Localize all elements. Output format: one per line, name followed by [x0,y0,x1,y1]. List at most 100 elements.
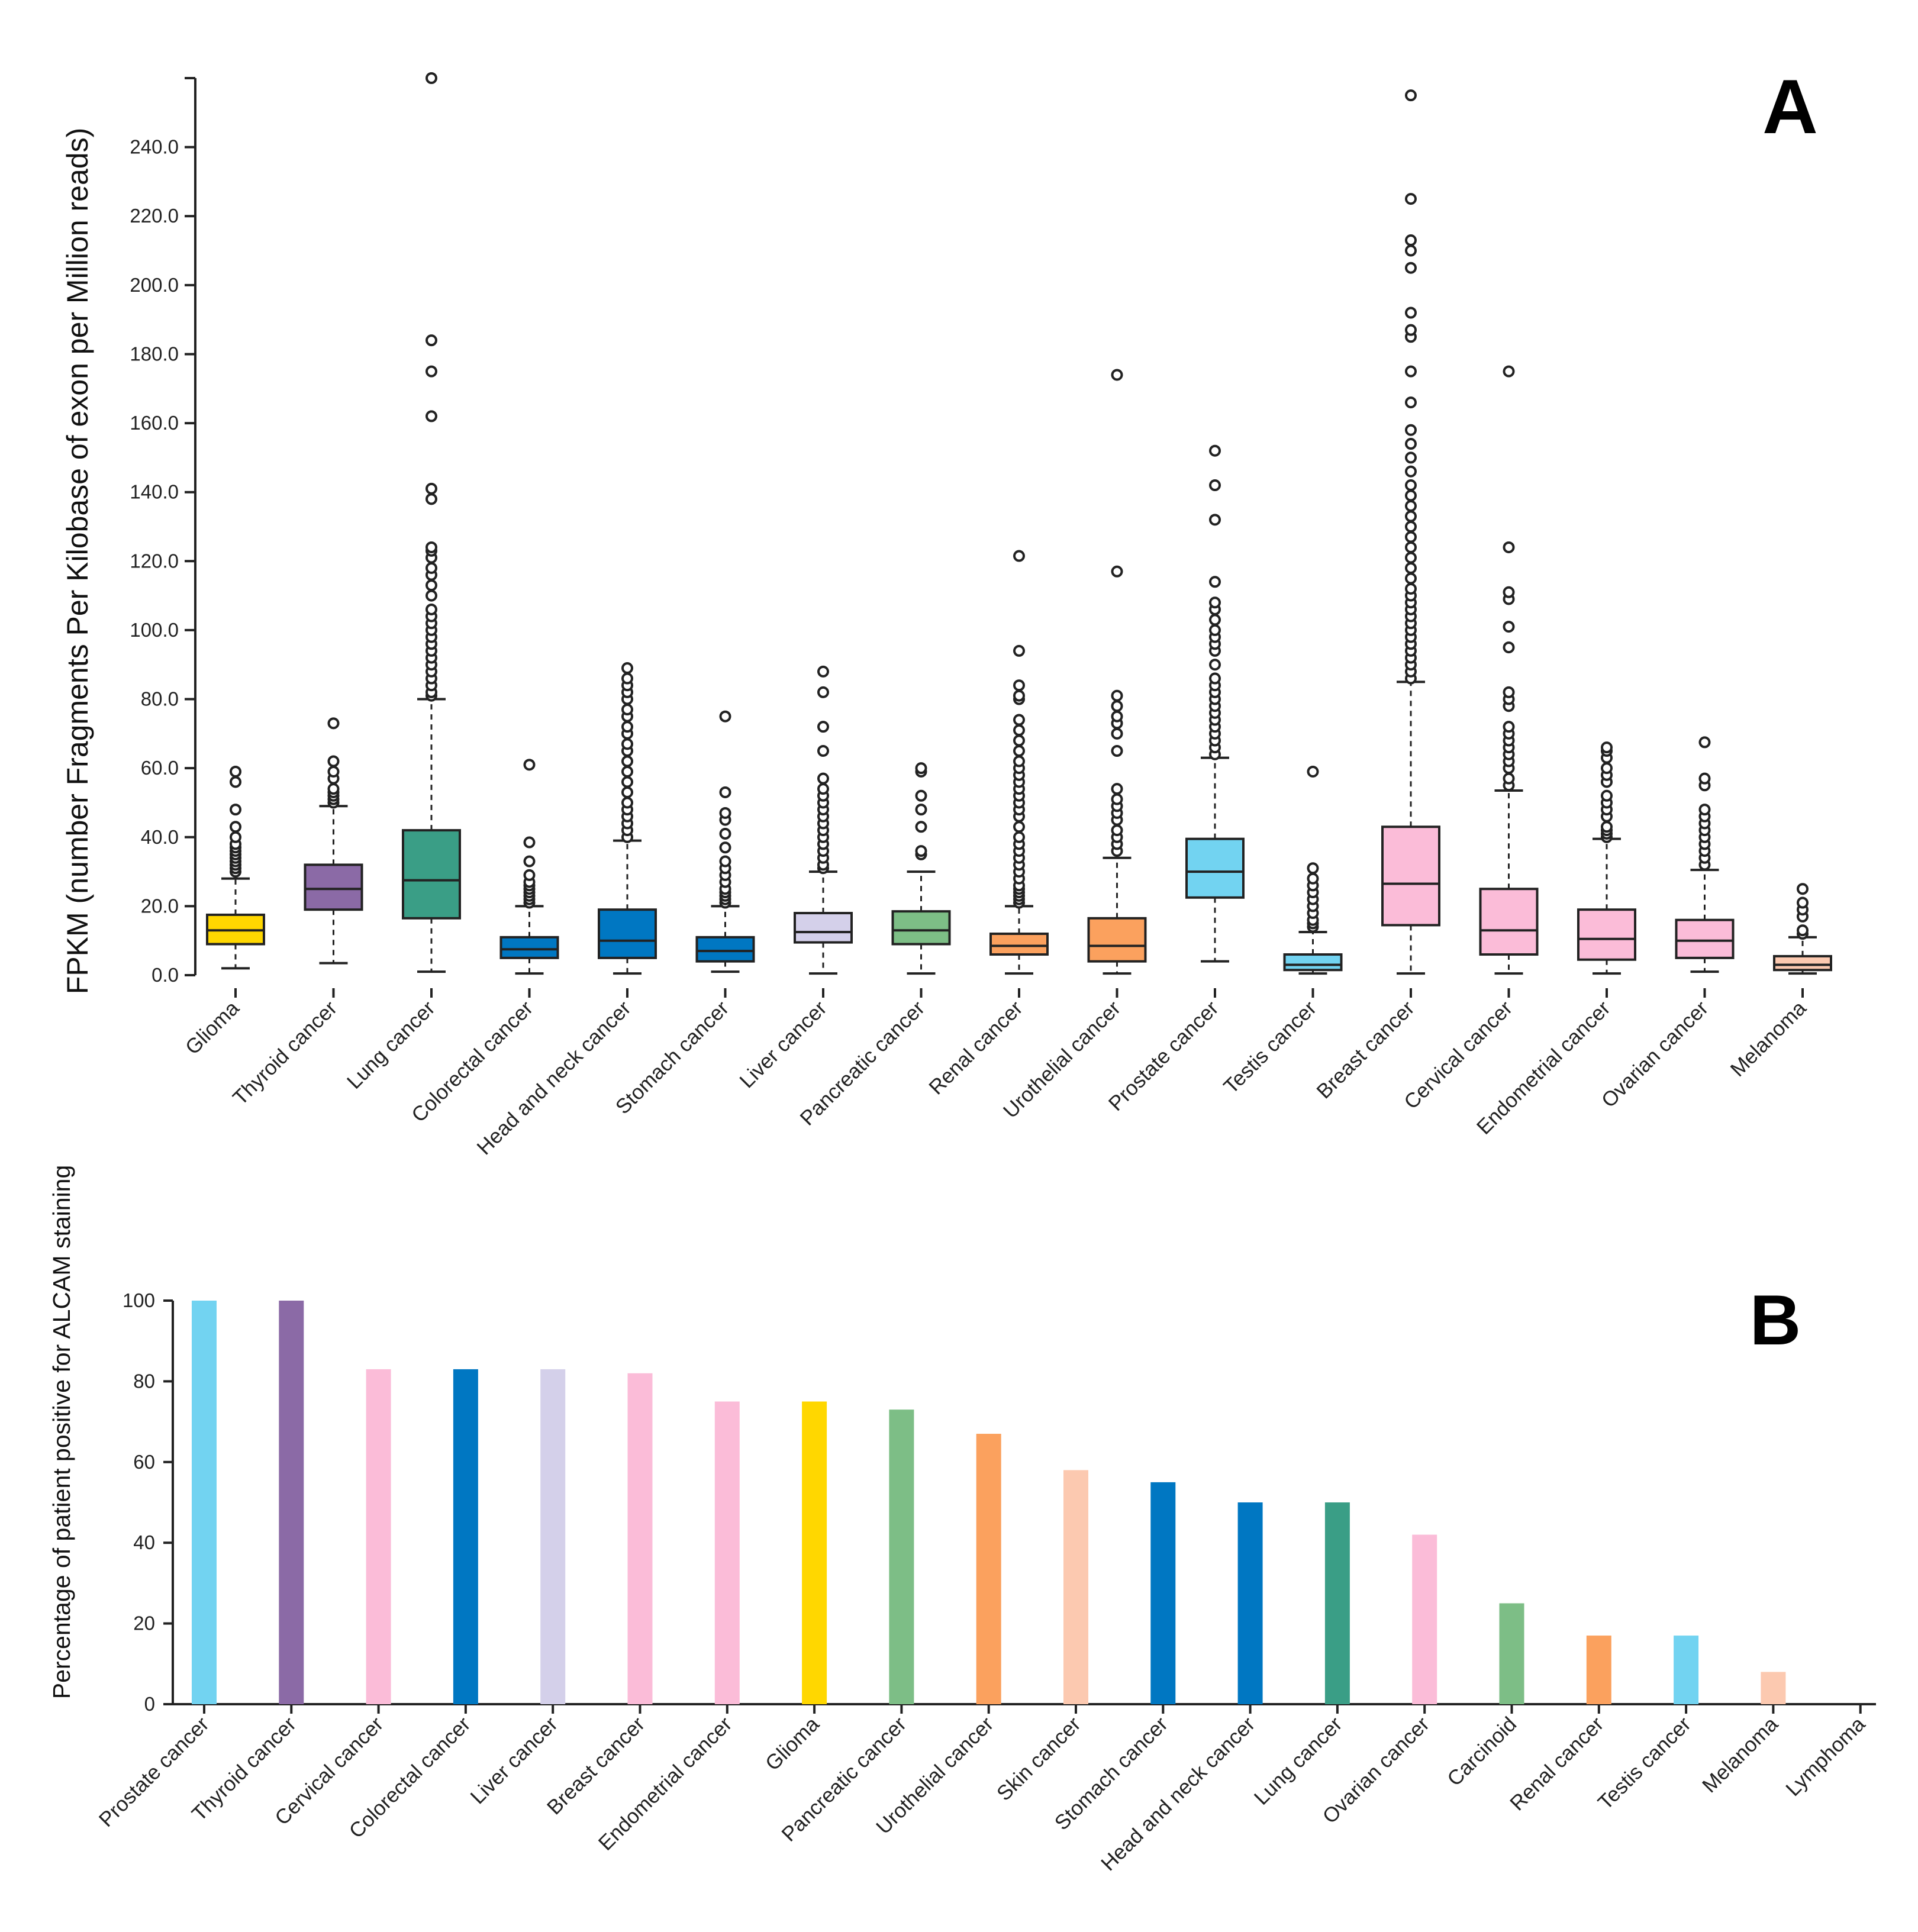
panel-b-bars [192,1301,1786,1704]
panel-b-y-tick-label: 20 [133,1612,155,1634]
outlier-point [1013,831,1025,843]
outlier-point [621,738,633,750]
panel-a-y-tick-label: 200.0 [130,274,179,296]
outlier-point [621,672,633,685]
panel-b-x-label: Lung cancer [1250,1712,1347,1810]
outlier-point [1013,745,1025,757]
outlier-point [1111,565,1123,578]
outlier-point [1405,438,1417,450]
outlier-point [230,804,241,816]
box-iqr [598,908,657,959]
outlier-point [621,776,633,788]
panel-a-y-axis-title: FPKM (number Fragments Per Kilobase of e… [61,128,94,994]
bar-cervical-cancer [366,1369,391,1704]
panel-b-x-label: Head and neck cancer [1097,1712,1259,1875]
box-iqr [1283,953,1343,972]
panel-a-y-tick-label: 140.0 [130,481,179,503]
outlier-point [1307,765,1319,778]
outlier-point [327,717,340,730]
box-stomach-cancer [695,710,755,973]
outlier-point [915,845,927,857]
panel-b-y-tick-label: 0 [144,1693,155,1715]
outlier-point [1405,451,1417,464]
outlier-point [1405,193,1417,205]
panel-b-y-tick-label: 40 [133,1531,155,1553]
outlier-point [621,796,633,809]
outlier-point [817,745,829,757]
outlier-point [1013,679,1025,692]
bar-liver-cancer [540,1369,566,1704]
outlier-point [621,755,633,767]
outlier-point [1503,541,1515,553]
panel-b-x-label: Carcinoid [1443,1712,1521,1791]
outlier-point [1601,789,1613,802]
bar-glioma [802,1401,827,1704]
outlier-point [1503,772,1515,785]
box-lung-cancer [402,72,461,973]
panel-a-y-tick-label: 160.0 [130,412,179,434]
outlier-point [425,603,437,615]
panel-a-x-label: Liver cancer [735,996,831,1093]
box-iqr [1675,918,1735,959]
panel-a-y-tick-label: 220.0 [130,205,179,227]
outlier-point [719,786,731,798]
panel-b-x-label: Melanoma [1698,1712,1783,1798]
outlier-point [1503,641,1515,654]
outlier-point [915,762,927,775]
outlier-point [1111,700,1123,712]
outlier-point [425,334,437,347]
outlier-point [719,841,731,854]
outlier-point [817,721,829,733]
panel-b-x-label: Lymphoma [1781,1712,1869,1801]
outlier-point [1405,465,1417,478]
outlier-point [1013,734,1025,747]
outlier-point [327,783,340,795]
panel-b-letter: B [1750,1281,1801,1360]
outlier-point [425,579,437,592]
outlier-point [1013,724,1025,737]
outlier-point [1405,234,1417,247]
outlier-point [230,765,241,778]
outlier-point [425,541,437,553]
bar-testis-cancer [1674,1636,1699,1704]
outlier-point [1503,686,1515,698]
bar-prostate-cancer [192,1301,217,1704]
box-pancreatic-cancer [891,762,951,975]
outlier-point [621,765,633,778]
outlier-point [817,665,829,678]
panel-a-x-label: Ovarian cancer [1597,996,1713,1112]
outlier-point [817,783,829,795]
panel-a-x-label: Testis cancer [1219,996,1321,1098]
panel-a-y-tick-label: 80.0 [141,688,179,710]
outlier-point [425,589,437,602]
panel-b-y-tick-label: 100 [123,1289,155,1311]
outlier-point [1601,762,1613,775]
outlier-point [1601,821,1613,833]
bar-head-and-neck-cancer [1237,1502,1263,1704]
outlier-point [1209,672,1221,685]
bar-skin-cancer [1063,1470,1088,1704]
bar-colorectal-cancer [453,1369,478,1704]
outlier-point [1797,883,1809,895]
panel-b-bar-chart: Percentage of patient positive for ALCAM… [48,1165,1876,1875]
outlier-point [327,755,340,767]
panel-a-x-label: Lung cancer [343,996,440,1094]
outlier-point [1405,510,1417,522]
box-glioma [206,765,265,970]
box-iqr [794,912,853,944]
outlier-point [1013,755,1025,767]
outlier-point [1405,562,1417,574]
outlier-point [1111,710,1123,723]
box-melanoma [1773,883,1832,975]
panel-a-x-label: Glioma [181,996,244,1059]
box-prostate-cancer [1185,444,1245,963]
outlier-point [719,827,731,840]
outlier-point [1111,824,1123,837]
outlier-point [1111,369,1123,381]
outlier-point [1405,262,1417,274]
outlier-point [1209,614,1221,626]
outlier-point [1209,514,1221,526]
